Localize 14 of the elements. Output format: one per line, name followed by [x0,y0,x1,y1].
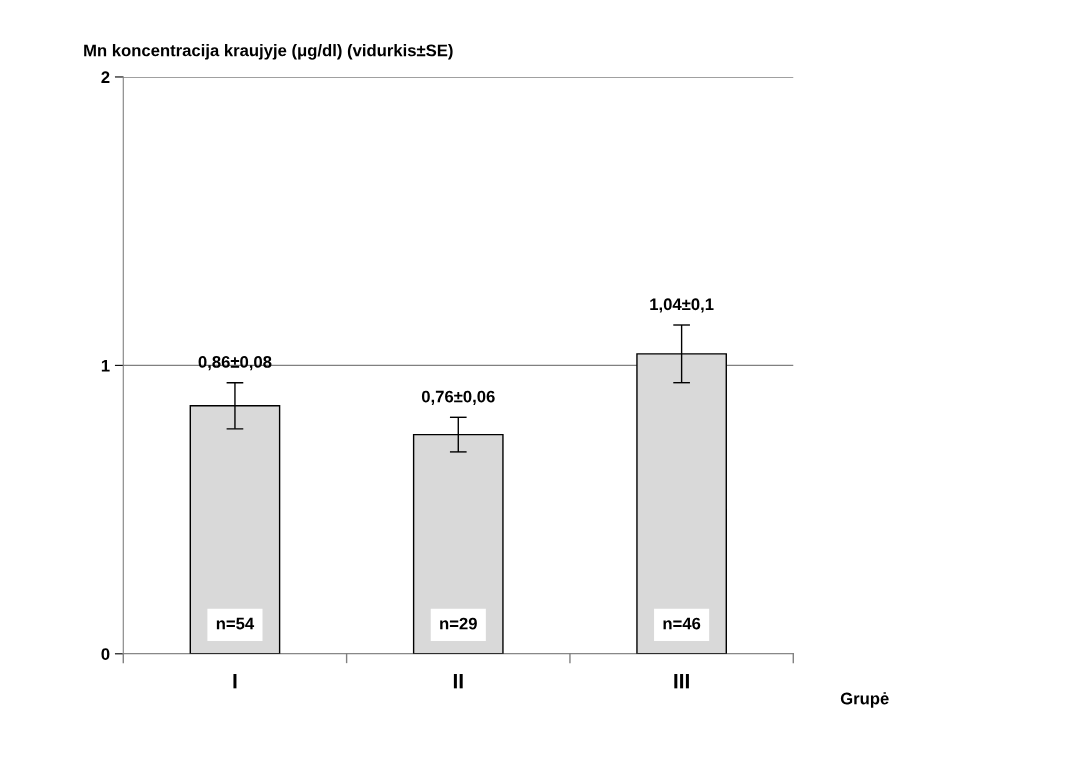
data-label: 0,86±0,08 [198,356,272,371]
y-axis-title: Mn koncentracija kraujyje (μg/dl) (vidurkis±SE) [84,44,453,60]
data-label: 0,76±0,06 [421,390,495,405]
x-axis-title: Grupė [840,692,889,708]
y-tick-label: 0 [101,648,110,660]
x-tick-label: II [453,674,463,689]
data-label: 1,04±0,1 [650,298,714,313]
y-tick-label: 2 [101,71,110,83]
annotation: n=46 [663,617,701,630]
y-tick-label: 1 [101,359,110,372]
annotation: n=54 [216,617,255,630]
x-tick-label: I [233,674,237,689]
x-tick-label: III [674,674,689,689]
annotation: n=29 [440,617,477,630]
